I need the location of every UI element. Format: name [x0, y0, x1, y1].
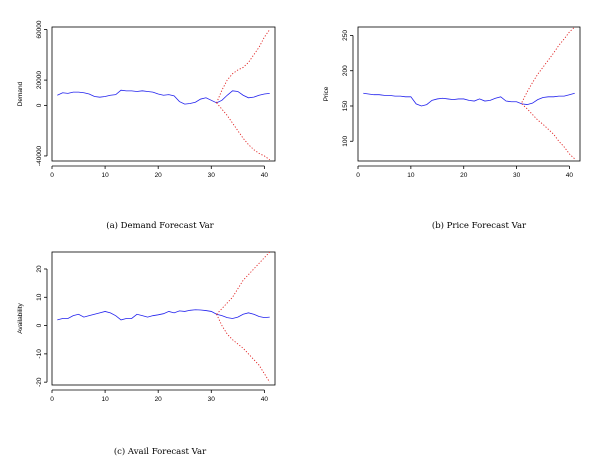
- price-y-tick-label: 200: [342, 65, 349, 76]
- price-upper-bound-line: [521, 26, 576, 103]
- demand-forecast-line: [57, 89, 270, 105]
- price-x-tick-label: 20: [460, 172, 468, 179]
- avail-plot-frame: [51, 251, 276, 386]
- demand-y-tick-label: 20000: [36, 71, 43, 89]
- price-forecast-caption: (b) Price Forecast Var: [431, 221, 527, 231]
- price-x-tick-label: 40: [566, 172, 574, 179]
- avail-forecast-line: [57, 309, 270, 321]
- avail-y-tick-label: 0: [36, 323, 43, 327]
- price-y-tick-label: 100: [342, 135, 349, 146]
- demand-forecast-caption: (a) Demand Forecast Var: [106, 221, 214, 231]
- price-y-axis-label: Price: [323, 86, 330, 101]
- demand-forecast-chart: 0 10 20 30 40 -40000 0 20000 60000 Demand: [17, 20, 276, 179]
- avail-y-axis-label: Availability: [17, 302, 24, 333]
- demand-lower-bound-line: [216, 102, 270, 161]
- price-lower-bound-line: [521, 103, 576, 160]
- price-forecast-line: [363, 92, 575, 107]
- demand-x-tick-label: 10: [101, 172, 109, 179]
- avail-forecast-chart: 0 10 20 30 40 -20 -10 0 10 20 Availability: [17, 251, 276, 403]
- demand-upper-bound-line: [216, 29, 271, 104]
- demand-x-tick-label: 30: [208, 172, 216, 179]
- demand-y-axis-label: Demand: [17, 81, 24, 106]
- price-x-tick-label: 0: [356, 172, 360, 179]
- price-forecast-chart: 0 10 20 30 40 100 150 200 250 Price: [323, 26, 581, 179]
- avail-forecast-caption: (c) Avail Forecast Var: [113, 447, 207, 457]
- avail-y-tick-label: -10: [36, 349, 43, 359]
- avail-y-tick-label: 20: [36, 265, 43, 273]
- demand-forecast-panel: 0 10 20 30 40 -40000 0 20000 60000 Demand (a) Dem…: [0, 0, 290, 235]
- avail-x-tick-label: 0: [50, 396, 54, 403]
- demand-plot-frame: [51, 26, 276, 162]
- demand-y-tick-label: 0: [36, 103, 43, 107]
- avail-y-tick-label: -20: [36, 377, 43, 387]
- demand-y-tick-label: -40000: [36, 145, 43, 166]
- avail-lower-bound-line: [216, 314, 271, 383]
- avail-forecast-panel: 0 10 20 30 40 -20 -10 0 10 20 Availability (c) Ava…: [0, 240, 290, 466]
- demand-x-tick-label: 20: [155, 172, 163, 179]
- price-y-tick-label: 150: [342, 100, 349, 111]
- avail-upper-bound-line: [216, 251, 271, 315]
- price-y-tick-label: 250: [342, 30, 349, 41]
- price-plot-frame: [357, 26, 581, 162]
- price-x-tick-label: 30: [513, 172, 521, 179]
- avail-y-tick-label: 10: [36, 293, 43, 301]
- avail-x-tick-label: 10: [101, 396, 109, 403]
- avail-x-tick-label: 20: [155, 396, 163, 403]
- demand-x-tick-label: 40: [261, 172, 269, 179]
- price-forecast-panel: 0 10 20 30 40 100 150 200 250 Price (b) Price For…: [300, 0, 595, 235]
- avail-x-tick-label: 40: [261, 396, 269, 403]
- avail-x-tick-label: 30: [208, 396, 216, 403]
- demand-y-tick-label: 60000: [36, 20, 43, 38]
- price-x-tick-label: 10: [407, 172, 415, 179]
- demand-x-tick-label: 0: [50, 172, 54, 179]
